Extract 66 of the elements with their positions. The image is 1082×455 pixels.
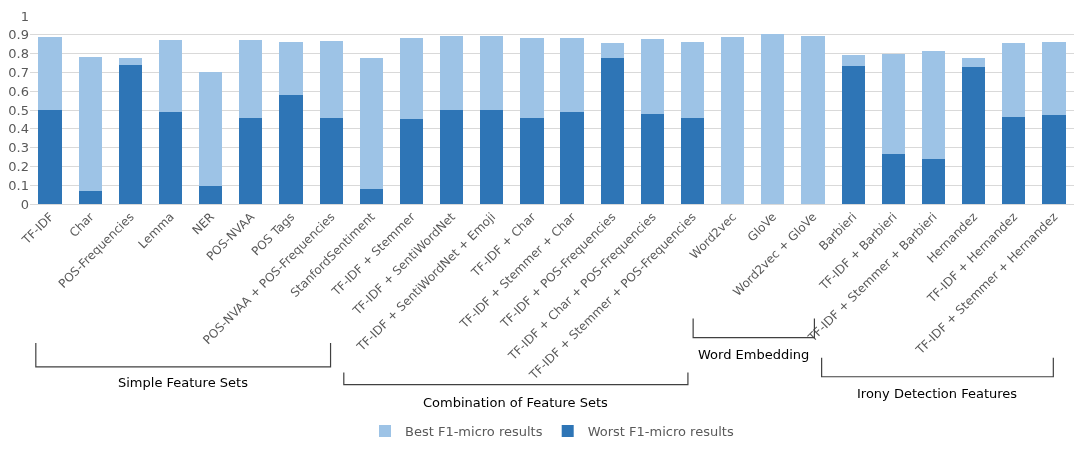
bar: [761, 33, 785, 204]
bar: [199, 186, 223, 204]
bar: [680, 118, 705, 204]
bar: [680, 42, 705, 119]
bar: [399, 37, 424, 120]
bar: [239, 118, 263, 204]
y-tick-label: 0.5: [8, 102, 29, 118]
bar: [78, 190, 102, 204]
y-tick-label: 0.9: [8, 27, 29, 43]
bar: [560, 37, 584, 112]
bar: [319, 41, 343, 118]
bar: [199, 72, 223, 187]
bar: [38, 110, 62, 204]
bar: [158, 111, 183, 204]
bar: [600, 58, 624, 204]
text: Combination of Feature Sets: [423, 395, 609, 410]
bar: [560, 111, 584, 204]
y-tick-label: 0.4: [8, 121, 29, 137]
bar: [480, 110, 504, 204]
bar: [158, 39, 183, 112]
text: Irony Detection Features: [857, 386, 1018, 401]
y-tick-label: 0.2: [8, 158, 29, 174]
y-tick-label: 1: [20, 8, 29, 24]
bar: [480, 35, 504, 110]
bar: [921, 50, 946, 159]
text: Word Embedding: [698, 347, 810, 362]
bar: [319, 117, 343, 204]
bar: [600, 43, 624, 59]
bar: [520, 118, 544, 204]
y-tick-label: 0.6: [8, 83, 29, 99]
bar: [1042, 42, 1066, 115]
y-tick-label: 0.3: [8, 140, 29, 156]
bar: [881, 154, 905, 204]
bar: [520, 37, 544, 119]
bar: [439, 35, 464, 110]
bar: [1002, 43, 1026, 117]
bar: [921, 158, 946, 204]
bar: [640, 113, 665, 204]
bar: [118, 58, 143, 65]
bar: [721, 36, 745, 204]
legend-label: Worst F1-micro results: [587, 424, 734, 440]
y-tick-label: 0.1: [8, 177, 29, 193]
bar: [1002, 116, 1026, 204]
bar: [399, 119, 424, 204]
bar: [841, 65, 865, 204]
bar: [841, 55, 865, 66]
y-tick-label: 0: [20, 196, 29, 212]
legend-label: Best F1-micro results: [405, 424, 543, 440]
bar: [359, 188, 383, 204]
bar: [439, 110, 464, 204]
bar: [359, 58, 383, 189]
bar: [279, 94, 303, 204]
bar: [118, 64, 143, 204]
bar: [961, 58, 986, 67]
bar: [640, 38, 665, 114]
bar: [38, 36, 62, 110]
y-tick-label: 0.8: [8, 46, 29, 62]
bar: [881, 53, 905, 155]
bar: [1042, 114, 1066, 204]
bar: [78, 57, 102, 191]
bar: [961, 66, 986, 204]
y-tick-label: 0.7: [8, 64, 29, 80]
bar: [801, 35, 825, 204]
bar: [279, 42, 303, 95]
text: Simple Feature Sets: [118, 375, 249, 390]
bar: [239, 39, 263, 119]
